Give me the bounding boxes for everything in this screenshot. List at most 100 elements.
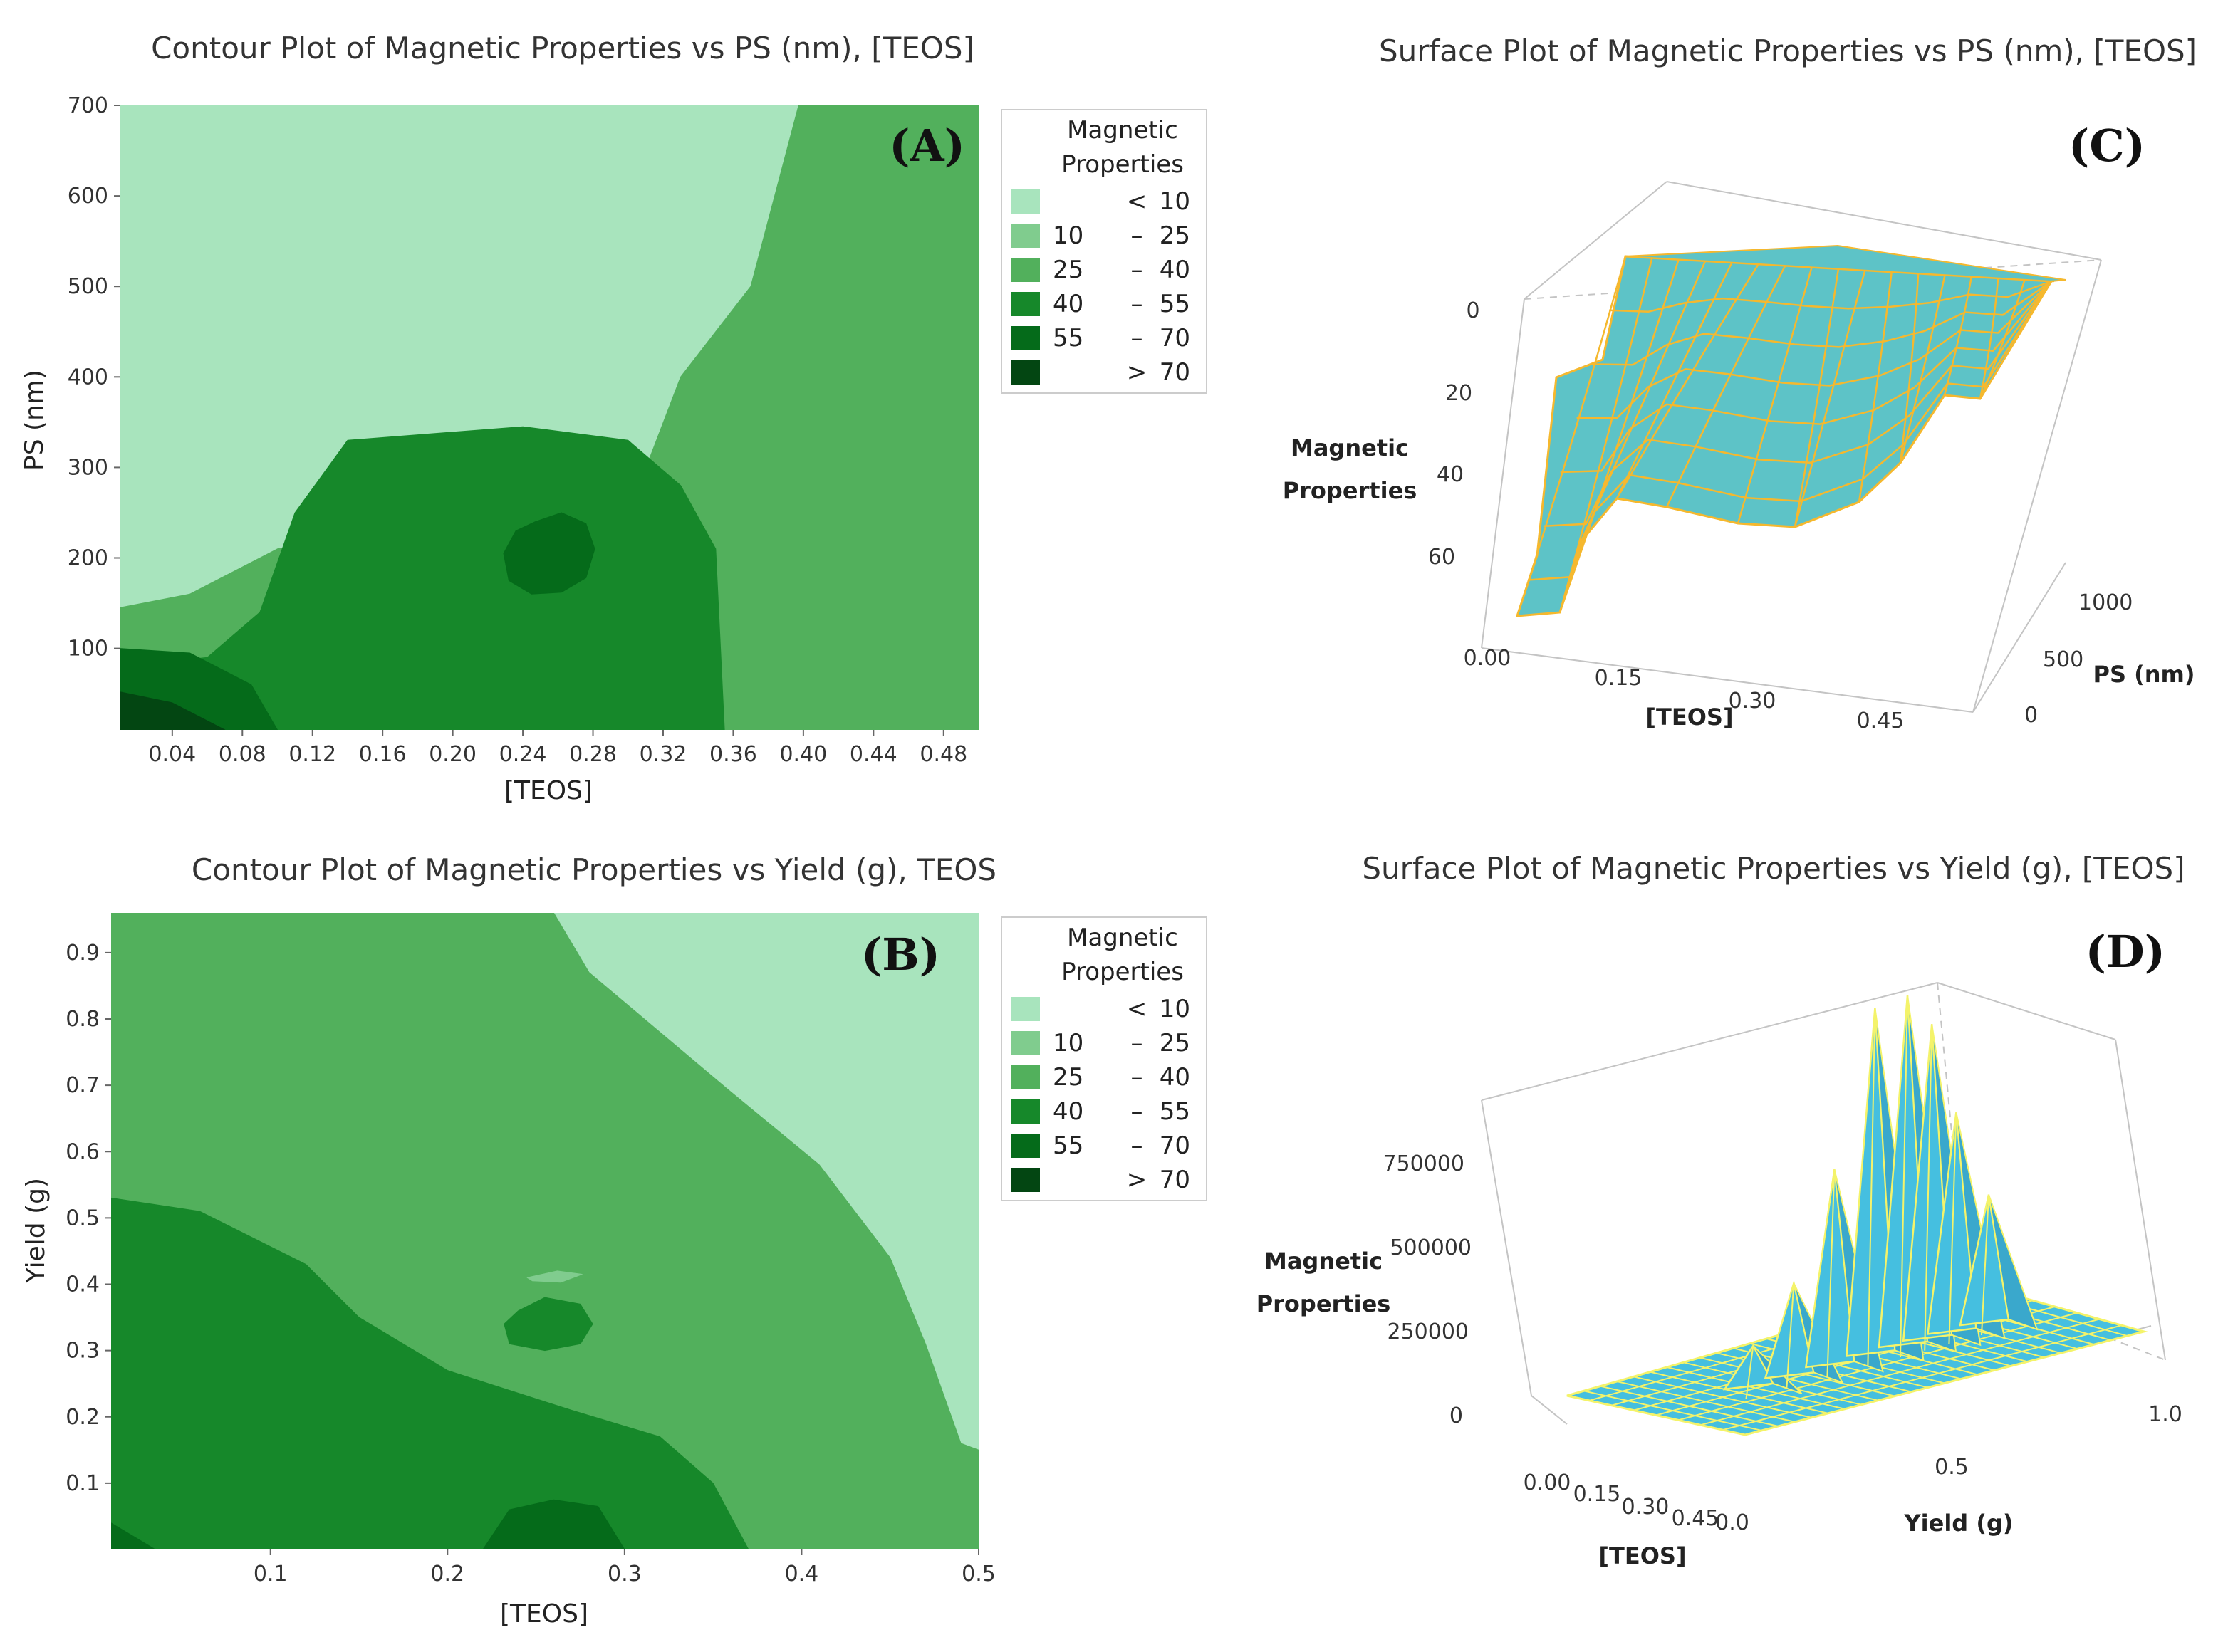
legend-title-line1: Magnetic (1067, 116, 1178, 145)
z-tick-label: 20 (1445, 381, 1472, 406)
y-tick-label: 0.2 (66, 1405, 100, 1430)
contour-region-5 (482, 1499, 625, 1549)
panel-b-y-ticks: 0.1 0.2 0.3 0.4 0.5 0.6 0.7 0.8 0.9 (66, 941, 111, 1496)
mesh-line-v (1794, 270, 1866, 528)
panel-c-z-label-line1: Magnetic (1291, 434, 1409, 461)
legend-separator: < (1127, 995, 1147, 1023)
panel-c-z-label-line2: Properties (1283, 477, 1417, 504)
panel-a-x-ticks: 0.04 0.08 0.12 0.16 0.20 0.24 0.28 0.32 0.36 0.40… (148, 730, 967, 767)
floor-mesh-line (1700, 1318, 2100, 1426)
panel-d-title: Surface Plot of Magnetic Properties vs Y… (1362, 851, 2185, 886)
panel-c-mesh (1516, 256, 2055, 617)
legend-separator: – (1131, 1131, 1143, 1160)
legend-title-line1: Magnetic (1067, 924, 1178, 952)
surface-peak-ridge (1981, 1194, 1989, 1336)
x-tick-label: 0.28 (569, 742, 617, 767)
panel-a-contour-regions (120, 105, 979, 730)
panel-c-y-ticks: 0 500 1000 (2024, 590, 2133, 728)
surface-peak-ridge (1867, 1008, 1876, 1366)
z-tick-label: 0 (1449, 1403, 1463, 1428)
legend-title-line2: Properties (1061, 958, 1184, 986)
panel-d-x-label: [TEOS] (1598, 1542, 1686, 1569)
panel-d-z-ticks: 0 250000 500000 750000 (1383, 1151, 1472, 1428)
mesh-line-v (1794, 268, 1840, 528)
x-tick-label: 0.5 (962, 1562, 996, 1586)
mesh-line-h (1593, 280, 2052, 366)
legend-separator: – (1131, 1063, 1143, 1092)
mesh-line-h (1609, 280, 2052, 313)
contour-region-2 (111, 1197, 749, 1549)
y-tick-label: 700 (68, 93, 108, 118)
panel-a-y-ticks: 100 200 300 400 500 600 700 (68, 93, 120, 662)
mesh-line-v (1737, 266, 1813, 524)
panel-c-x-label: [TEOS] (1645, 704, 1733, 731)
panel-d-y-ticks: 0.0 0.5 1.0 (1715, 1402, 2182, 1535)
panel-d-z-label-line1: Magnetic (1264, 1248, 1383, 1275)
surface-peak-ridge (1745, 1345, 1754, 1400)
legend-high: 10 (1160, 995, 1190, 1023)
legend-separator: < (1127, 187, 1147, 216)
panel-d-y-label: Yield (g) (1903, 1510, 2013, 1537)
legend-swatch (1011, 224, 1040, 248)
surface-peak-ridge (1924, 1024, 1933, 1351)
x-tick-label: 0.00 (1524, 1470, 1571, 1495)
y-tick-label: 0.1 (66, 1471, 100, 1496)
legend-high: 25 (1160, 221, 1190, 250)
panel-c-y-label: PS (nm) (2093, 661, 2195, 688)
contour-region-3 (503, 512, 595, 595)
y-tick-label: 0.5 (66, 1206, 100, 1230)
y-tick-label: 1000 (2078, 590, 2133, 615)
legend-low: 10 (1053, 1029, 1083, 1057)
legend-swatch (1011, 1065, 1040, 1089)
x-tick-label: 0.04 (148, 742, 196, 767)
panel-d-z-label-line2: Properties (1256, 1290, 1391, 1317)
floor-mesh-line (1722, 1324, 2123, 1431)
legend-swatch (1011, 360, 1040, 385)
legend-separator: – (1131, 221, 1143, 250)
legend-high: 55 (1160, 290, 1190, 318)
legend-swatch (1011, 1168, 1040, 1192)
legend-low: 40 (1053, 290, 1083, 318)
mesh-line-h (1528, 281, 2053, 581)
legend-swatch (1011, 326, 1040, 350)
legend-low: 10 (1053, 221, 1083, 250)
contour-region-6 (111, 1522, 156, 1549)
legend-swatch (1011, 258, 1040, 282)
z-tick-label: 750000 (1383, 1151, 1464, 1176)
panel-a-label: (A) (889, 120, 965, 172)
surface-peak-side (1988, 1194, 2039, 1331)
legend-separator: – (1131, 290, 1143, 318)
x-tick-label: 0.3 (608, 1562, 642, 1586)
legend-separator: > (1127, 358, 1147, 387)
y-tick-label: 1.0 (2148, 1402, 2182, 1427)
legend-low: 55 (1053, 324, 1083, 352)
surface-peak-ridge (1786, 1282, 1795, 1389)
panel-c-axis-box (1481, 181, 2102, 713)
panel-c-surface (1515, 244, 2066, 617)
legend-separator: – (1131, 324, 1143, 352)
panel-c-x-ticks: 0.00 0.15 0.30 0.45 (1464, 646, 1905, 733)
x-tick-label: 0.20 (429, 742, 477, 767)
z-tick-label: 40 (1437, 462, 1464, 487)
legend-low: 55 (1053, 1131, 1083, 1160)
legend-swatch (1011, 1099, 1040, 1124)
y-tick-label: 0.9 (66, 941, 100, 966)
mesh-line-v (1615, 263, 1759, 499)
x-tick-label: 0.48 (920, 742, 967, 767)
x-tick-label: 0.24 (499, 742, 547, 767)
y-tick-label: 200 (68, 546, 108, 571)
x-tick-label: 0.08 (219, 742, 266, 767)
mesh-line-v (1615, 262, 1733, 499)
y-tick-label: 400 (68, 365, 108, 390)
x-tick-label: 0.4 (785, 1562, 819, 1586)
x-tick-label: 0.36 (709, 742, 757, 767)
panel-b-y-label: Yield (g) (21, 1178, 51, 1284)
surface-peak-ridge (1826, 1169, 1836, 1377)
legend-high: 70 (1160, 324, 1190, 352)
legend-separator: – (1131, 1029, 1143, 1057)
mesh-line-v (1979, 278, 1999, 399)
legend-swatch (1011, 189, 1040, 214)
y-tick-label: 500 (2043, 647, 2083, 672)
